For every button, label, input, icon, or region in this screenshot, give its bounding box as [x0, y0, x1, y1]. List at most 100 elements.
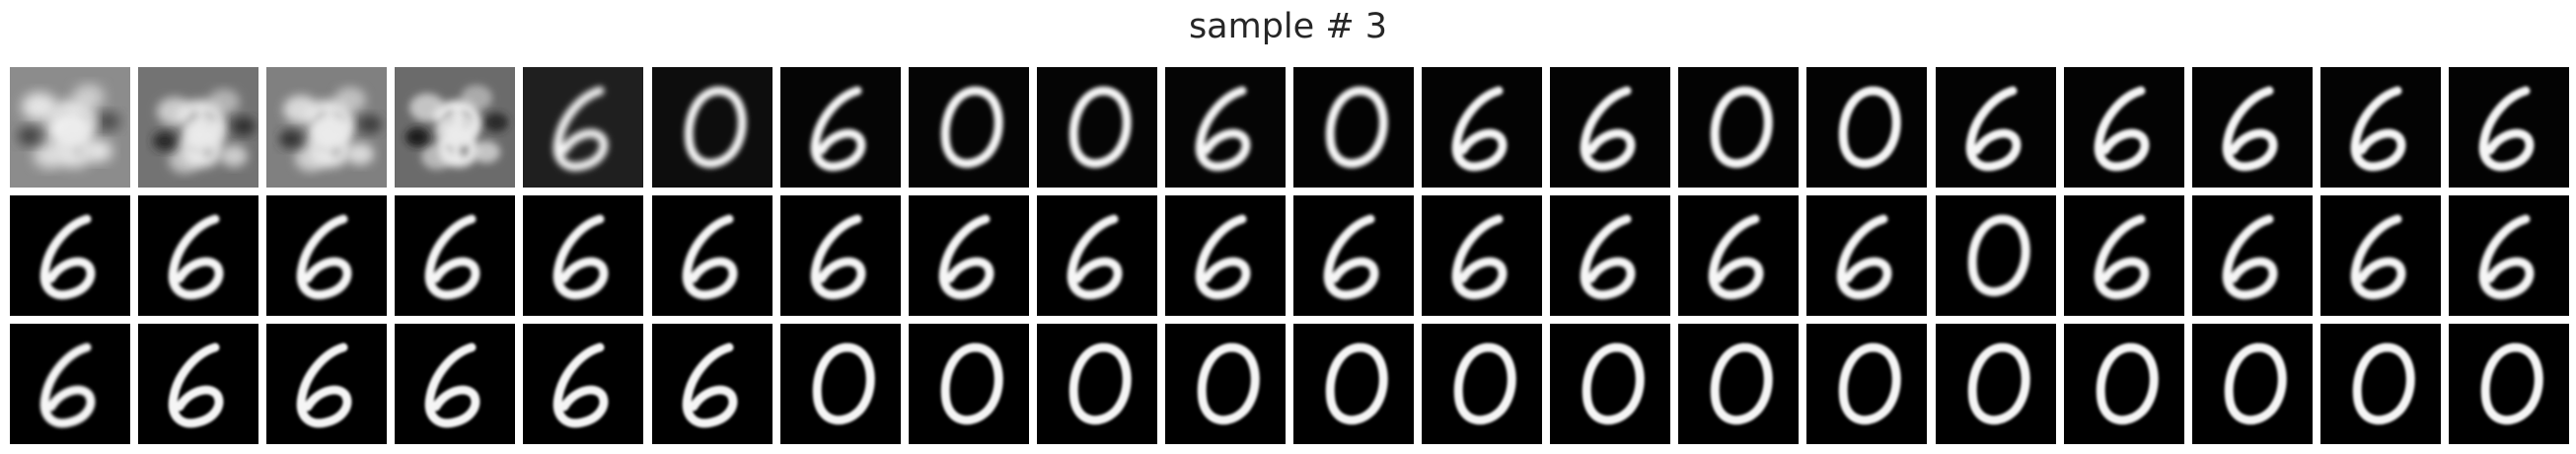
digit-image-canvas	[2320, 67, 2441, 188]
digit-image-r3-c16	[1936, 324, 2056, 444]
digit-image-r1-c13	[1550, 67, 1670, 188]
digit-image-r1-c11	[1293, 67, 1414, 188]
image-background	[1550, 324, 1670, 444]
digit-image-r2-c19	[2320, 195, 2441, 316]
image-background	[2449, 324, 2569, 444]
digit-image-r2-c13	[1550, 195, 1670, 316]
digit-image-r3-c9	[1037, 324, 1157, 444]
digit-image-r3-c20	[2449, 324, 2569, 444]
digit-image-canvas	[652, 324, 773, 444]
digit-stroke-zero	[1967, 342, 2030, 425]
digit-image-canvas	[2192, 195, 2313, 316]
digit-stroke-zero	[940, 342, 1003, 425]
digit-stroke-zero	[1325, 342, 1388, 425]
digit-stroke-zero	[1838, 86, 1901, 169]
digit-stroke-six	[2478, 86, 2535, 172]
digit-stroke-six	[296, 342, 352, 428]
digit-stroke-zero	[812, 342, 875, 425]
digit-stroke-zero	[1967, 214, 2030, 297]
image-background	[1037, 67, 1157, 188]
image-background	[652, 67, 773, 188]
digit-image-r3-c15	[1806, 324, 1927, 444]
image-background	[1936, 324, 2056, 444]
digit-stroke-six	[424, 214, 480, 300]
digit-stroke-zero	[1710, 86, 1773, 169]
image-background	[2192, 324, 2313, 444]
digit-image-canvas	[1550, 195, 1670, 316]
digit-image-canvas	[1936, 324, 2056, 444]
digit-image-canvas	[1678, 324, 1799, 444]
digit-image-canvas	[138, 67, 258, 188]
digit-stroke-six	[1580, 86, 1636, 172]
digit-image-canvas	[10, 195, 130, 316]
digit-image-r3-c18	[2192, 324, 2313, 444]
digit-stroke-six	[2350, 86, 2406, 172]
digit-image-r2-c12	[1422, 195, 1542, 316]
image-background	[1293, 324, 1414, 444]
digit-image-canvas	[10, 324, 130, 444]
image-background	[1422, 324, 1542, 444]
digit-image-canvas	[1293, 324, 1414, 444]
digit-stroke-blob	[305, 100, 352, 168]
digit-image-r3-c13	[1550, 324, 1670, 444]
noise-patch	[22, 92, 57, 121]
image-background	[1806, 324, 1927, 444]
digit-image-r1-c12	[1422, 67, 1542, 188]
digit-image-canvas	[1037, 195, 1157, 316]
digit-stroke-zero	[1453, 342, 1516, 425]
digit-stroke-zero	[2480, 342, 2543, 425]
image-background	[1936, 195, 2056, 316]
digit-image-canvas	[1806, 195, 1927, 316]
digit-image-r3-c12	[1422, 324, 1542, 444]
digit-image-r3-c7	[780, 324, 901, 444]
noise-patch	[97, 112, 120, 131]
digit-image-canvas	[395, 67, 515, 188]
digit-image-canvas	[138, 195, 258, 316]
digit-image-r1-c7	[780, 67, 901, 188]
image-background	[909, 324, 1029, 444]
digit-image-r3-c11	[1293, 324, 1414, 444]
digit-stroke-zero	[1068, 342, 1132, 425]
digit-image-r1-c17	[2064, 67, 2184, 188]
digit-image-r1-c1	[10, 67, 130, 188]
digit-image-r2-c20	[2449, 195, 2569, 316]
digit-image-r3-c3	[266, 324, 387, 444]
digit-image-r2-c15	[1806, 195, 1927, 316]
digit-image-canvas	[2192, 324, 2313, 444]
digit-image-r1-c4	[395, 67, 515, 188]
digit-image-canvas	[2449, 195, 2569, 316]
digit-image-canvas	[1550, 67, 1670, 188]
digit-stroke-six	[810, 214, 866, 300]
digit-image-canvas	[523, 67, 643, 188]
digit-image-r1-c6	[652, 67, 773, 188]
digit-image-r1-c10	[1165, 67, 1286, 188]
digit-image-canvas	[909, 195, 1029, 316]
image-background	[1806, 67, 1927, 188]
digit-image-canvas	[2320, 195, 2441, 316]
noise-patch	[220, 144, 248, 168]
digit-image-r1-c20	[2449, 67, 2569, 188]
digit-stroke-blob	[48, 100, 96, 168]
image-background	[1678, 324, 1799, 444]
noise-patch	[18, 126, 41, 146]
digit-image-r2-c7	[780, 195, 901, 316]
digit-image-canvas	[1550, 324, 1670, 444]
digit-stroke-zero	[684, 86, 747, 169]
digit-image-r1-c8	[909, 67, 1029, 188]
digit-stroke-six	[296, 214, 352, 300]
digit-image-r3-c19	[2320, 324, 2441, 444]
digit-image-canvas	[1165, 67, 1286, 188]
digit-image-r3-c10	[1165, 324, 1286, 444]
image-background	[1293, 67, 1414, 188]
digit-stroke-six	[1451, 214, 1508, 300]
digit-stroke-six	[1836, 214, 1892, 300]
digit-image-r2-c2	[138, 195, 258, 316]
digit-stroke-six	[1323, 214, 1379, 300]
digit-image-r3-c2	[138, 324, 258, 444]
digit-stroke-six	[2222, 86, 2278, 172]
digit-stroke-six	[168, 342, 224, 428]
digit-stroke-six	[1067, 214, 1123, 300]
digit-image-canvas	[10, 67, 130, 188]
digit-image-canvas	[1422, 195, 1542, 316]
digit-stroke-six	[2222, 214, 2278, 300]
